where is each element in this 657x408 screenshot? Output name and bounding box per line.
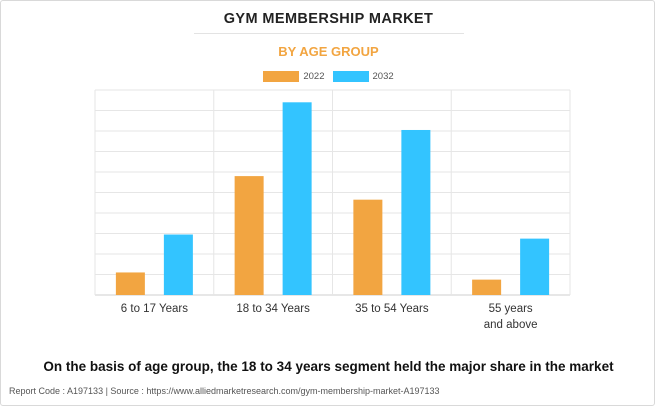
legend-label-2022: 2022 <box>303 71 325 82</box>
bar-2032-2[interactable] <box>401 129 431 295</box>
x-tick-label-3-0: 55 years <box>489 303 533 315</box>
legend-label-2032: 2032 <box>372 71 394 82</box>
bar-2032-3[interactable] <box>520 238 550 295</box>
legend-item-2022[interactable]: 2022 <box>263 71 325 82</box>
legend-swatch-2022 <box>263 71 300 82</box>
bar-2022-3[interactable] <box>472 279 502 295</box>
bar-2032-1[interactable] <box>282 102 312 295</box>
bar-2022-2[interactable] <box>353 199 383 295</box>
title-divider <box>194 33 464 34</box>
bar-2022-0[interactable] <box>115 272 145 295</box>
bar-2032-0[interactable] <box>163 234 193 295</box>
x-tick-label-1-0: 18 to 34 Years <box>236 303 310 315</box>
chart-title: GYM MEMBERSHIP MARKET <box>223 11 434 27</box>
chart-legend: 2022 2032 <box>0 71 657 82</box>
bar-2022-1[interactable] <box>234 176 264 295</box>
x-tick-label-3-1: and above <box>484 319 538 331</box>
legend-swatch-2032 <box>332 71 369 82</box>
legend-item-2032[interactable]: 2032 <box>332 71 394 82</box>
x-tick-label-2-0: 35 to 54 Years <box>355 303 429 315</box>
source-line: Report Code : A197133 | Source : https:/… <box>9 386 440 396</box>
x-tick-label-0-0: 6 to 17 Years <box>121 303 188 315</box>
chart-subtitle: BY AGE GROUP <box>278 44 379 59</box>
chart-footnote: On the basis of age group, the 18 to 34 … <box>43 359 614 374</box>
